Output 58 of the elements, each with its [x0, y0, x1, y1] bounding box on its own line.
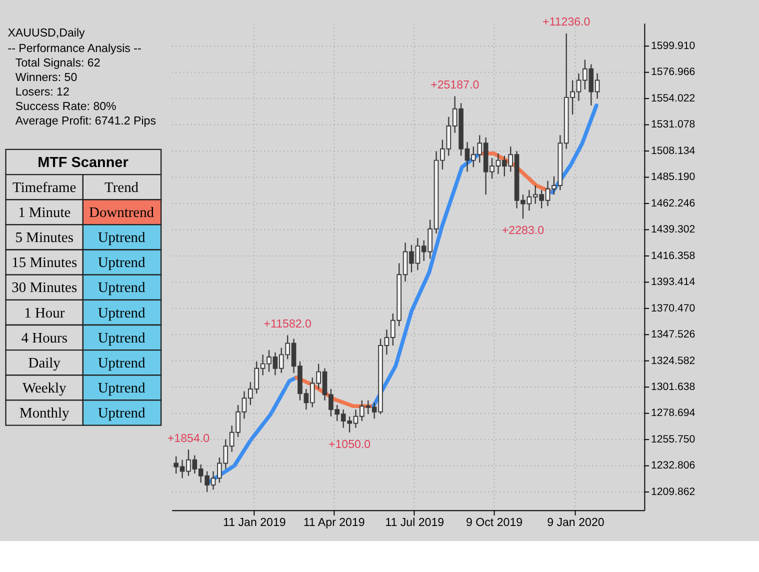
y-tick-label: 1508.134: [650, 144, 696, 157]
text: MTF Scanner: [38, 154, 129, 171]
text: Average Profit: 6741.2 Pips: [15, 115, 156, 128]
annotation: +25187.0: [430, 80, 480, 92]
annotation: +1854.0: [167, 432, 210, 445]
text: Uptrend: [98, 355, 146, 372]
y-tick-label: 1232.806: [650, 460, 696, 472]
text: Uptrend: [98, 380, 146, 396]
text: XAUUSD,Daily: [8, 28, 86, 40]
text: Weekly: [22, 380, 68, 396]
text: Success Rate: 80%: [15, 100, 116, 113]
x-tick-label: 11 Jan 2019: [223, 517, 286, 530]
y-tick-label: 1301.638: [650, 380, 696, 393]
text: Timeframe: [12, 180, 76, 196]
y-tick-label: 1393.414: [650, 276, 696, 288]
annotation: +11236.0: [542, 16, 590, 29]
x-tick-label: 9 Oct 2019: [466, 517, 523, 530]
y-tick-label: 1554.022: [650, 92, 696, 104]
text: Monthly: [19, 406, 70, 422]
y-tick-label: 1599.910: [650, 40, 696, 52]
text: Losers: 12: [15, 86, 70, 98]
text: Uptrend: [98, 255, 146, 272]
annotation: +2283.0: [502, 225, 544, 238]
text: Uptrend: [98, 230, 146, 246]
y-tick-label: 1439.302: [650, 224, 696, 236]
x-tick-label: 11 Apr 2019: [303, 517, 365, 530]
text: 1 Minute: [18, 204, 71, 221]
y-tick-label: 1255.750: [650, 433, 696, 446]
x-tick-label: 11 Jul 2019: [385, 517, 444, 530]
y-tick-label: 1209.862: [650, 486, 696, 498]
y-tick-label: 1462.246: [650, 197, 696, 210]
y-tick-label: 1347.526: [650, 328, 696, 341]
text: 15 Minutes: [12, 255, 78, 272]
y-tick-label: 1576.966: [650, 66, 696, 78]
text: Uptrend: [98, 280, 146, 296]
text: 5 Minutes: [15, 230, 74, 246]
text: 1 Hour: [24, 305, 65, 322]
y-tick-label: 1531.078: [650, 118, 696, 131]
text: Winners: 50: [15, 72, 78, 84]
text: Uptrend: [98, 406, 146, 422]
line-series: [550, 104, 598, 194]
text: Uptrend: [98, 305, 146, 322]
text: Uptrend: [98, 330, 146, 346]
annotation: +11582.0: [264, 318, 312, 331]
y-tick-label: 1485.190: [650, 171, 696, 184]
annotation: +1050.0: [328, 438, 371, 451]
text: 4 Hours: [21, 330, 68, 346]
y-tick-label: 1416.358: [650, 250, 696, 262]
text: 30 Minutes: [12, 280, 78, 296]
text: Downtrend: [89, 204, 155, 221]
y-tick-label: 1370.470: [650, 302, 696, 314]
text: -- Performance Analysis --: [8, 43, 142, 56]
y-tick-label: 1324.582: [650, 354, 696, 367]
text: Daily: [28, 355, 62, 372]
text: Trend: [104, 180, 140, 196]
x-tick-label: 9 Jan 2020: [547, 517, 604, 530]
y-tick-label: 1278.694: [650, 407, 696, 420]
text: Total Signals: 62: [15, 58, 100, 70]
